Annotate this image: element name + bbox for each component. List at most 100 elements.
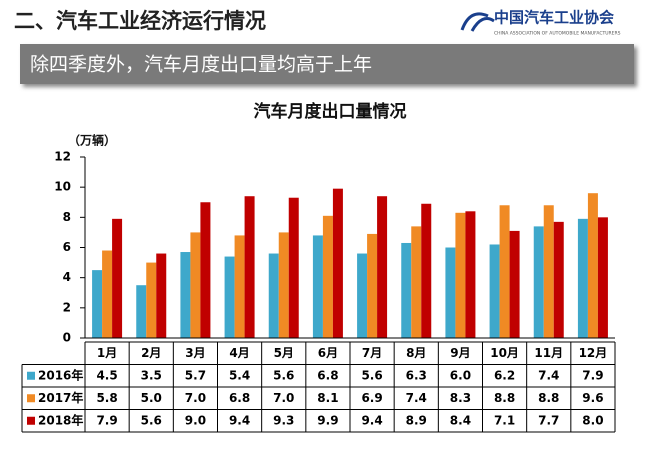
table-value: 9.4	[229, 413, 250, 427]
x-tick-label: 12月	[579, 346, 608, 360]
logo: 中国汽车工业协会	[494, 9, 614, 27]
y-tick-label: 8	[63, 210, 71, 224]
table-value: 9.4	[361, 413, 382, 427]
table-value: 6.0	[450, 368, 471, 382]
x-tick-label: 3月	[185, 346, 205, 360]
bar	[543, 205, 554, 338]
table-value: 8.8	[494, 391, 515, 405]
header-title: 二、汽车工业经济运行情况	[14, 9, 266, 33]
table-value: 8.3	[450, 391, 471, 405]
x-tick-label: 6月	[318, 346, 338, 360]
table-value: 9.3	[273, 413, 294, 427]
bar	[180, 252, 191, 338]
y-tick-label: 6	[63, 240, 71, 254]
bar	[112, 218, 123, 338]
table-value: 8.9	[406, 413, 427, 427]
table-value: 6.8	[317, 368, 338, 382]
table-value: 4.5	[96, 368, 117, 382]
x-tick-label: 2月	[141, 346, 161, 360]
bar	[421, 203, 432, 338]
legend-swatch	[27, 394, 35, 403]
bar	[146, 262, 157, 338]
bar	[136, 285, 147, 338]
y-tick-label: 12	[54, 150, 71, 164]
bar	[234, 235, 245, 338]
bar	[278, 232, 289, 338]
table-value: 7.0	[273, 391, 294, 405]
x-tick-label: 5月	[274, 346, 294, 360]
table-value: 6.2	[494, 368, 515, 382]
y-tick-label: 2	[63, 300, 71, 314]
table-value: 7.4	[538, 368, 559, 382]
y-tick-label: 10	[54, 180, 71, 194]
bar	[190, 232, 201, 338]
table-value: 6.3	[406, 368, 427, 382]
bar	[92, 270, 103, 338]
table-value: 5.6	[141, 413, 162, 427]
table-value: 7.4	[406, 391, 427, 405]
table-value: 5.0	[141, 391, 162, 405]
table-value: 7.1	[494, 413, 515, 427]
table-value: 6.8	[229, 391, 250, 405]
y-axis-label: （万辆）	[68, 133, 116, 148]
table-value: 5.6	[273, 368, 294, 382]
x-tick-label: 7月	[362, 346, 382, 360]
table-value: 7.7	[538, 413, 559, 427]
logo-subtitle: CHINA ASSOCIATION OF AUTOMOBILE MANUFACT…	[494, 31, 621, 37]
y-tick-label: 0	[63, 331, 71, 345]
table-value: 5.6	[361, 368, 382, 382]
bar	[577, 218, 588, 338]
bar	[332, 188, 343, 338]
bar	[401, 242, 412, 338]
legend-label: 2017年	[38, 390, 83, 405]
bar	[411, 226, 422, 338]
table-value: 3.5	[141, 368, 162, 382]
bar	[200, 202, 211, 338]
bar	[377, 196, 388, 338]
table-value: 5.8	[96, 391, 117, 405]
bar	[312, 235, 323, 338]
bar	[553, 221, 564, 338]
bar	[499, 205, 510, 338]
table-value: 9.9	[317, 413, 338, 427]
x-tick-label: 11月	[534, 346, 563, 360]
legend-label: 2016年	[38, 367, 83, 382]
bar	[367, 233, 378, 338]
bar	[587, 193, 598, 338]
table-value: 7.9	[96, 413, 117, 427]
banner	[20, 44, 634, 84]
table-value: 9.0	[185, 413, 206, 427]
bar	[156, 253, 167, 338]
bar	[244, 196, 255, 338]
bar	[455, 212, 466, 338]
bar	[224, 256, 235, 338]
table-value: 6.9	[361, 391, 382, 405]
bar	[597, 217, 608, 338]
table-value: 8.4	[450, 413, 471, 427]
table-value: 7.0	[185, 391, 206, 405]
legend-swatch	[27, 416, 35, 425]
bar	[533, 226, 544, 338]
legend-label: 2018年	[38, 412, 83, 427]
bar	[465, 211, 476, 338]
table-value: 8.0	[582, 413, 603, 427]
table-value: 9.6	[582, 391, 603, 405]
bar	[445, 247, 456, 338]
bar	[489, 244, 500, 338]
bar	[102, 250, 113, 338]
x-tick-label: 10月	[490, 346, 519, 360]
table-value: 5.4	[229, 368, 250, 382]
x-tick-label: 1月	[97, 346, 117, 360]
bar	[322, 215, 333, 338]
y-tick-label: 4	[63, 270, 71, 284]
chart-title: 汽车月度出口量情况	[254, 101, 407, 122]
table-value: 8.1	[317, 391, 338, 405]
banner-text: 除四季度外，汽车月度出口量均高于上年	[30, 54, 372, 76]
logo-icon	[460, 12, 495, 32]
bar	[288, 197, 299, 338]
bar	[357, 253, 368, 338]
x-tick-label: 4月	[229, 346, 249, 360]
table-value: 5.7	[185, 368, 206, 382]
bar	[509, 230, 520, 338]
